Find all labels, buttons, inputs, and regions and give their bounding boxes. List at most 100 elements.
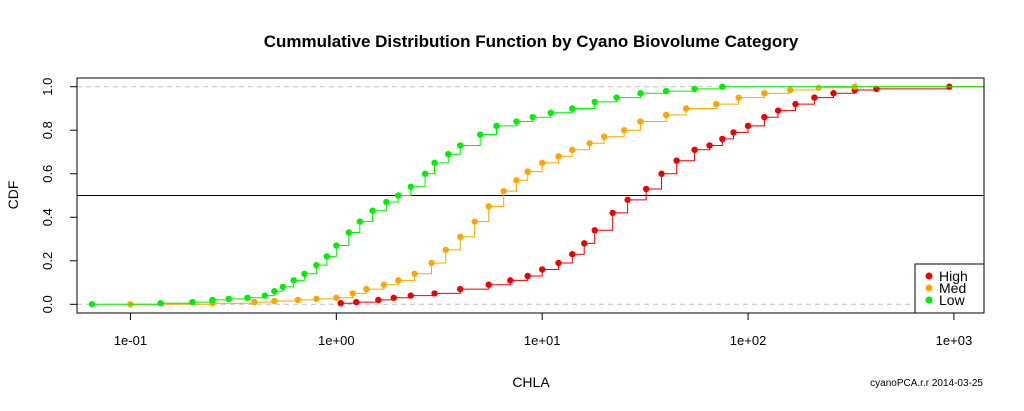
x-tick-label: 1e+02 [730, 333, 767, 348]
data-point [493, 122, 500, 130]
data-point [428, 259, 435, 267]
data-point [538, 159, 546, 167]
legend-label-med: Med [939, 280, 966, 296]
y-tick-label: 0.0 [40, 295, 55, 313]
data-point [251, 298, 258, 306]
chart-title: Cummulative Distribution Function by Cya… [264, 32, 799, 51]
data-point [581, 240, 588, 247]
series-high [337, 83, 984, 307]
data-point [507, 277, 514, 284]
data-point [395, 192, 402, 199]
data-point [485, 203, 492, 210]
legend-label-low: Low [939, 292, 966, 308]
data-point [294, 296, 302, 304]
data-point [569, 146, 576, 154]
data-point [591, 98, 598, 106]
y-tick-label: 0.8 [40, 121, 55, 139]
y-tick-label: 1.0 [40, 78, 55, 96]
data-point [744, 122, 752, 130]
data-point [390, 294, 397, 301]
data-point [774, 107, 782, 114]
data-point [442, 246, 449, 254]
data-point [524, 168, 531, 175]
data-point [555, 153, 562, 160]
data-point [500, 187, 507, 195]
data-point [261, 292, 269, 299]
data-point [290, 277, 297, 284]
data-point [830, 90, 837, 97]
data-point [471, 218, 478, 225]
data-point [157, 300, 164, 307]
data-point [591, 227, 598, 234]
legend-label-high: High [939, 268, 968, 284]
data-point [624, 196, 631, 204]
data-point [271, 288, 278, 295]
data-point [485, 281, 492, 288]
data-point [333, 294, 340, 301]
data-point [735, 94, 742, 101]
data-point [421, 170, 429, 177]
data-point [811, 94, 818, 101]
data-point [613, 94, 620, 101]
data-point [691, 146, 698, 154]
y-axis-label: CDF [5, 181, 21, 210]
data-point [513, 118, 520, 125]
footer-note: cyanoPCA.r.r 2014-03-25 [870, 378, 983, 389]
data-point [411, 270, 418, 278]
data-point [538, 266, 546, 273]
data-point [569, 251, 576, 258]
reference-lines [77, 86, 984, 305]
data-point [375, 296, 382, 304]
data-point [662, 87, 670, 95]
cdf-step-line [340, 86, 984, 304]
data-point [730, 129, 737, 136]
data-point [706, 142, 713, 149]
data-point [712, 100, 720, 108]
data-point [313, 295, 320, 303]
data-point [431, 290, 438, 297]
data-point [586, 140, 593, 147]
data-point [673, 157, 680, 164]
data-point [457, 142, 464, 149]
legend-marker-low [925, 296, 933, 304]
data-point [682, 105, 690, 112]
y-tick-label: 0.2 [40, 252, 55, 270]
data-point [637, 118, 644, 125]
data-point [513, 177, 520, 184]
data-point [356, 218, 363, 225]
y-axis: 0.0 0.2 0.4 0.6 0.8 1.0 [40, 78, 77, 313]
data-point [407, 292, 414, 299]
data-point [547, 109, 554, 117]
data-point [323, 253, 331, 260]
data-point [244, 294, 251, 301]
x-tick-label: 1e+00 [318, 333, 355, 348]
data-point [792, 100, 799, 108]
y-tick-label: 0.4 [40, 208, 55, 226]
data-point [642, 185, 650, 193]
series-layer [88, 83, 984, 308]
data-point [569, 105, 576, 112]
data-point [662, 111, 670, 119]
data-point [691, 85, 698, 93]
data-point [395, 277, 402, 284]
data-point [313, 261, 320, 269]
data-point [369, 207, 376, 214]
data-point [345, 229, 353, 236]
data-point [620, 127, 628, 134]
data-point [225, 295, 232, 303]
data-point [719, 83, 726, 90]
data-point [431, 159, 438, 167]
data-point [88, 301, 96, 308]
x-axis-label: CHLA [512, 374, 550, 390]
x-tick-label: 1e-01 [114, 333, 147, 348]
data-point [637, 90, 644, 97]
data-point [761, 90, 768, 97]
x-tick-label: 1e+03 [936, 333, 973, 348]
series-low [88, 83, 984, 308]
y-tick-label: 0.6 [40, 165, 55, 183]
data-point [271, 297, 278, 305]
data-point [555, 259, 562, 267]
data-point [600, 133, 608, 140]
data-point [786, 86, 794, 94]
